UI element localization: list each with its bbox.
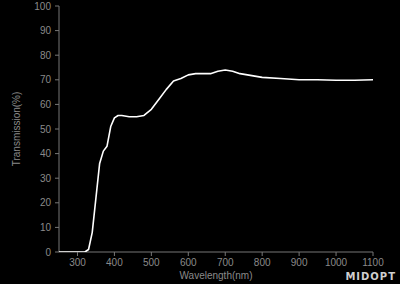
x-tick xyxy=(262,252,263,256)
y-tick-label: 40 xyxy=(40,148,52,159)
y-tick-label: 100 xyxy=(34,1,51,12)
x-axis-label: Wavelength(nm) xyxy=(180,270,253,281)
transmission-line xyxy=(59,70,373,252)
x-tick xyxy=(77,252,78,256)
x-tick xyxy=(299,252,300,256)
x-tick xyxy=(188,252,189,256)
x-axis xyxy=(59,252,373,253)
x-tick-label: 800 xyxy=(254,257,271,268)
y-tick xyxy=(55,55,59,56)
y-tick-label: 50 xyxy=(40,124,52,135)
y-axis-label: Transmission(%) xyxy=(11,92,22,167)
y-tick xyxy=(55,178,59,179)
chart: 0 10 20 30 40 50 60 70 80 90 100 300 400 500 600 700 800… xyxy=(0,0,400,284)
y-tick-label: 70 xyxy=(40,74,52,85)
y-tick-label: 10 xyxy=(40,222,52,233)
x-tick xyxy=(114,252,115,256)
y-tick xyxy=(55,104,59,105)
y-tick-label: 80 xyxy=(40,50,52,61)
y-tick-label: 0 xyxy=(45,247,51,258)
y-tick xyxy=(55,252,59,253)
background xyxy=(0,0,400,284)
y-tick-label: 90 xyxy=(40,25,52,36)
x-tick-label: 300 xyxy=(69,257,86,268)
x-tick-label: 400 xyxy=(106,257,123,268)
x-tick-label: 900 xyxy=(291,257,308,268)
y-tick xyxy=(55,79,59,80)
y-tick xyxy=(55,129,59,130)
x-tick xyxy=(336,252,337,256)
y-tick xyxy=(55,153,59,154)
y-tick xyxy=(55,6,59,7)
x-tick-label: 1100 xyxy=(362,257,384,268)
y-tick xyxy=(55,202,59,203)
x-tick xyxy=(151,252,152,256)
x-tick xyxy=(225,252,226,256)
y-tick-label: 30 xyxy=(40,173,52,184)
x-tick-label: 1000 xyxy=(325,257,348,268)
y-tick xyxy=(55,30,59,31)
x-tick-label: 700 xyxy=(217,257,234,268)
plot-area xyxy=(59,70,373,252)
y-tick xyxy=(55,227,59,228)
x-tick-label: 600 xyxy=(180,257,197,268)
x-tick-label: 500 xyxy=(143,257,160,268)
logo-text: MIDOPT xyxy=(345,271,396,282)
y-tick-label: 20 xyxy=(40,197,52,208)
x-tick xyxy=(373,252,374,256)
y-tick-label: 60 xyxy=(40,99,52,110)
